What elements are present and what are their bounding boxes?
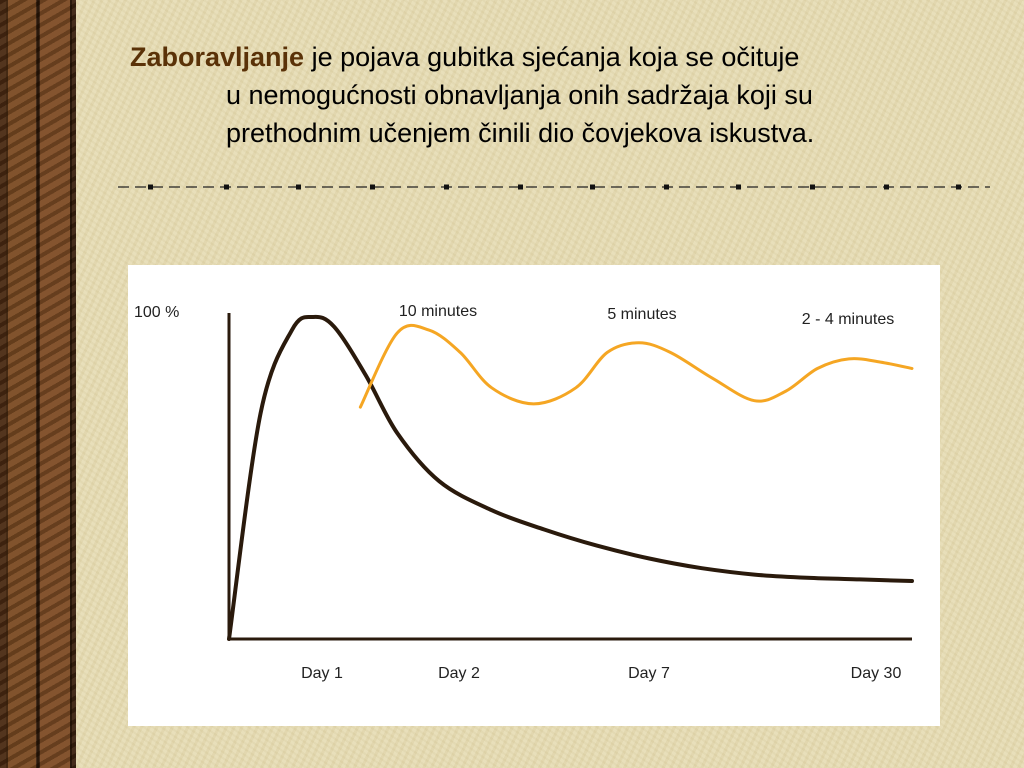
- review-interval-label: 5 minutes: [607, 306, 676, 323]
- title-line-1-rest: je pojava gubitka sjećanja koja se očitu…: [304, 42, 800, 72]
- x-tick-label: Day 1: [301, 665, 343, 682]
- review-curve-line: [358, 323, 914, 409]
- separator-dots: [148, 184, 961, 190]
- slide-title-text: Zaboravljanje je pojava gubitka sjećanja…: [130, 38, 1010, 152]
- strip-groove: [70, 0, 72, 768]
- review-interval-label: 2 - 4 minutes: [802, 311, 894, 328]
- x-tick-label: Day 7: [628, 665, 670, 682]
- x-tick-label: Day 2: [438, 665, 480, 682]
- dashed-separator: [118, 184, 990, 190]
- strip-groove: [6, 0, 8, 768]
- title-line-3: prethodnim učenjem činili dio čovjekova …: [226, 118, 815, 148]
- forgetting-curve-chart: 100 % Day 1 Day 2 Day 7 Day 30 10 minutes 5 …: [128, 265, 940, 726]
- title-line-1: Zaboravljanje je pojava gubitka sjećanja…: [130, 38, 1010, 76]
- chart-curves: [227, 314, 914, 641]
- x-tick-labels: Day 1 Day 2 Day 7 Day 30: [301, 665, 901, 682]
- y-axis-label: 100 %: [134, 304, 179, 321]
- title-line-2: u nemogućnosti obnavljanja onih sadržaja…: [226, 80, 813, 110]
- decorative-wood-strip: [0, 0, 76, 768]
- highlighted-term: Zaboravljanje: [130, 42, 305, 72]
- chart-svg: 100 % Day 1 Day 2 Day 7 Day 30 10 minutes 5 …: [134, 303, 914, 682]
- forgetting-curve-line: [227, 314, 914, 641]
- review-interval-label: 10 minutes: [399, 303, 477, 320]
- strip-groove: [37, 0, 39, 768]
- review-interval-labels: 10 minutes 5 minutes 2 - 4 minutes: [399, 303, 894, 328]
- x-tick-label: Day 30: [851, 665, 902, 682]
